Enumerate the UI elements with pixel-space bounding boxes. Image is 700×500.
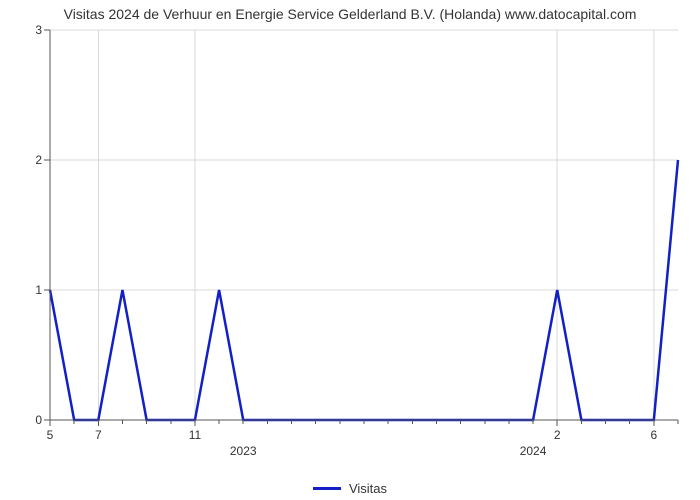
- chart-plot: [50, 30, 678, 460]
- chart-legend: Visitas: [0, 481, 700, 496]
- y-tick-label: 2: [22, 153, 42, 167]
- y-tick-label: 1: [22, 283, 42, 297]
- x-tick-label: 6: [651, 428, 658, 442]
- x-tick-label: 7: [95, 428, 102, 442]
- x-year-label: 2023: [230, 444, 257, 458]
- x-year-label: 2024: [520, 444, 547, 458]
- y-tick-label: 0: [22, 413, 42, 427]
- legend-label: Visitas: [349, 481, 387, 496]
- chart-title: Visitas 2024 de Verhuur en Energie Servi…: [0, 6, 700, 22]
- legend-swatch: [313, 487, 341, 490]
- chart-container: Visitas 2024 de Verhuur en Energie Servi…: [0, 0, 700, 500]
- y-tick-label: 3: [22, 23, 42, 37]
- x-tick-label: 2: [554, 428, 561, 442]
- x-tick-label: 11: [189, 428, 201, 442]
- x-tick-label: 5: [47, 428, 54, 442]
